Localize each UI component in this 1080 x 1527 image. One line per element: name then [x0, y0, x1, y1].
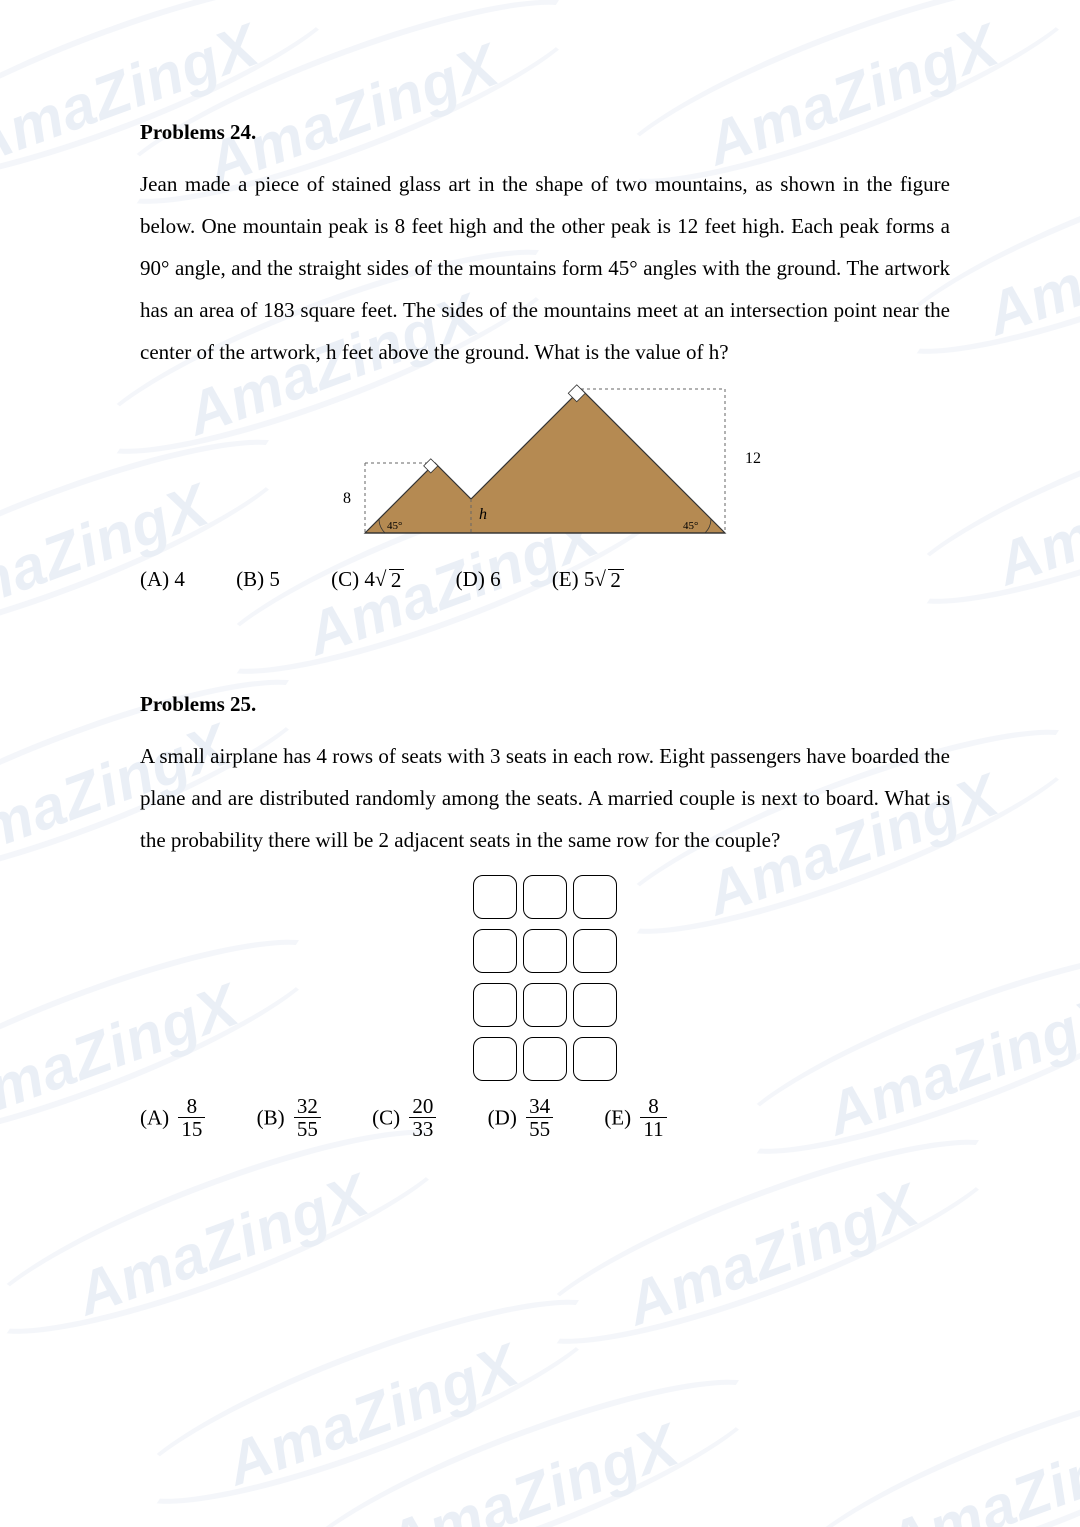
- answer-24-d: (D) 6: [456, 567, 501, 592]
- seat-icon: [523, 1037, 567, 1081]
- right-height-label: 12: [745, 450, 761, 467]
- seat-icon: [473, 1037, 517, 1081]
- seat-icon: [573, 983, 617, 1027]
- mountains-shape: [365, 389, 725, 533]
- problem-25-answers: (A) 8 15 (B) 32 55 (C) 20 33 (D) 34: [140, 1097, 950, 1142]
- fraction-denominator: 15: [178, 1118, 205, 1140]
- answer-24-b: (B) 5: [236, 567, 280, 592]
- fraction-numerator: 20: [409, 1095, 436, 1118]
- answer-value: 6: [490, 567, 501, 591]
- answer-coef: 5: [584, 567, 595, 591]
- fraction-numerator: 32: [294, 1095, 321, 1118]
- watermark: AmaZingX: [877, 1410, 1080, 1527]
- answer-24-a: (A) 4: [140, 567, 185, 592]
- fraction: 8 11: [640, 1095, 666, 1140]
- fraction-denominator: 55: [526, 1118, 553, 1140]
- answer-25-d: (D) 34 55: [488, 1097, 553, 1142]
- answer-label: (A): [140, 567, 174, 591]
- page-content: Problems 24. Jean made a piece of staine…: [0, 0, 1080, 1222]
- seat-icon: [473, 929, 517, 973]
- answer-25-b: (B) 32 55: [257, 1097, 321, 1142]
- fraction: 20 33: [409, 1095, 436, 1140]
- answer-radicand: 2: [608, 569, 624, 591]
- problem-24-heading: Problems 24.: [140, 120, 950, 145]
- answer-label: (C): [331, 567, 364, 591]
- valley-h-label: h: [479, 506, 487, 523]
- answer-value: 5: [269, 567, 280, 591]
- fraction-numerator: 8: [640, 1095, 666, 1118]
- problem-25-heading: Problems 25.: [140, 692, 950, 717]
- problem-25-figure: [140, 875, 950, 1081]
- fraction-denominator: 33: [409, 1118, 436, 1140]
- fraction-denominator: 11: [640, 1118, 666, 1140]
- seat-icon: [523, 929, 567, 973]
- seat-icon: [473, 983, 517, 1027]
- answer-label: (E): [604, 1105, 636, 1129]
- answer-label: (C): [372, 1105, 405, 1129]
- sqrt-icon: 2: [594, 567, 624, 592]
- seat-icon: [523, 983, 567, 1027]
- right-angle-label: 45°: [683, 520, 698, 532]
- answer-label: (D): [488, 1105, 522, 1129]
- sqrt-icon: 2: [375, 567, 405, 592]
- fraction-denominator: 55: [294, 1118, 321, 1140]
- answer-value: 4: [174, 567, 185, 591]
- answer-radicand: 2: [389, 569, 405, 591]
- answer-label: (D): [456, 567, 490, 591]
- left-angle-label: 45°: [387, 520, 402, 532]
- watermark: AmaZingX: [217, 1330, 527, 1499]
- fraction-numerator: 34: [526, 1095, 553, 1118]
- answer-coef: 4: [364, 567, 375, 591]
- answer-label: (E): [552, 567, 584, 591]
- problem-25-text: A small airplane has 4 rows of seats wit…: [140, 735, 950, 861]
- fraction: 32 55: [294, 1095, 321, 1140]
- fraction: 34 55: [526, 1095, 553, 1140]
- problem-24-text: Jean made a piece of stained glass art i…: [140, 163, 950, 373]
- answer-25-c: (C) 20 33: [372, 1097, 436, 1142]
- problem-24-answers: (A) 4 (B) 5 (C) 42 (D) 6 (E) 52: [140, 565, 950, 592]
- fraction-numerator: 8: [178, 1095, 205, 1118]
- answer-label: (B): [236, 567, 269, 591]
- seat-icon: [523, 875, 567, 919]
- seat-grid: [473, 875, 617, 1081]
- answer-label: (A): [140, 1105, 174, 1129]
- left-height-label: 8: [343, 490, 351, 507]
- problem-24-figure: 8 12 h 45° 45°: [140, 383, 950, 553]
- fraction: 8 15: [178, 1095, 205, 1140]
- watermark: AmaZingX: [377, 1410, 687, 1527]
- answer-24-e: (E) 52: [552, 567, 624, 592]
- seat-icon: [473, 875, 517, 919]
- answer-label: (B): [257, 1105, 290, 1129]
- seat-icon: [573, 1037, 617, 1081]
- answer-24-c: (C) 42: [331, 567, 404, 592]
- answer-25-e: (E) 8 11: [604, 1097, 666, 1142]
- seat-icon: [573, 875, 617, 919]
- seat-icon: [573, 929, 617, 973]
- answer-25-a: (A) 8 15: [140, 1097, 205, 1142]
